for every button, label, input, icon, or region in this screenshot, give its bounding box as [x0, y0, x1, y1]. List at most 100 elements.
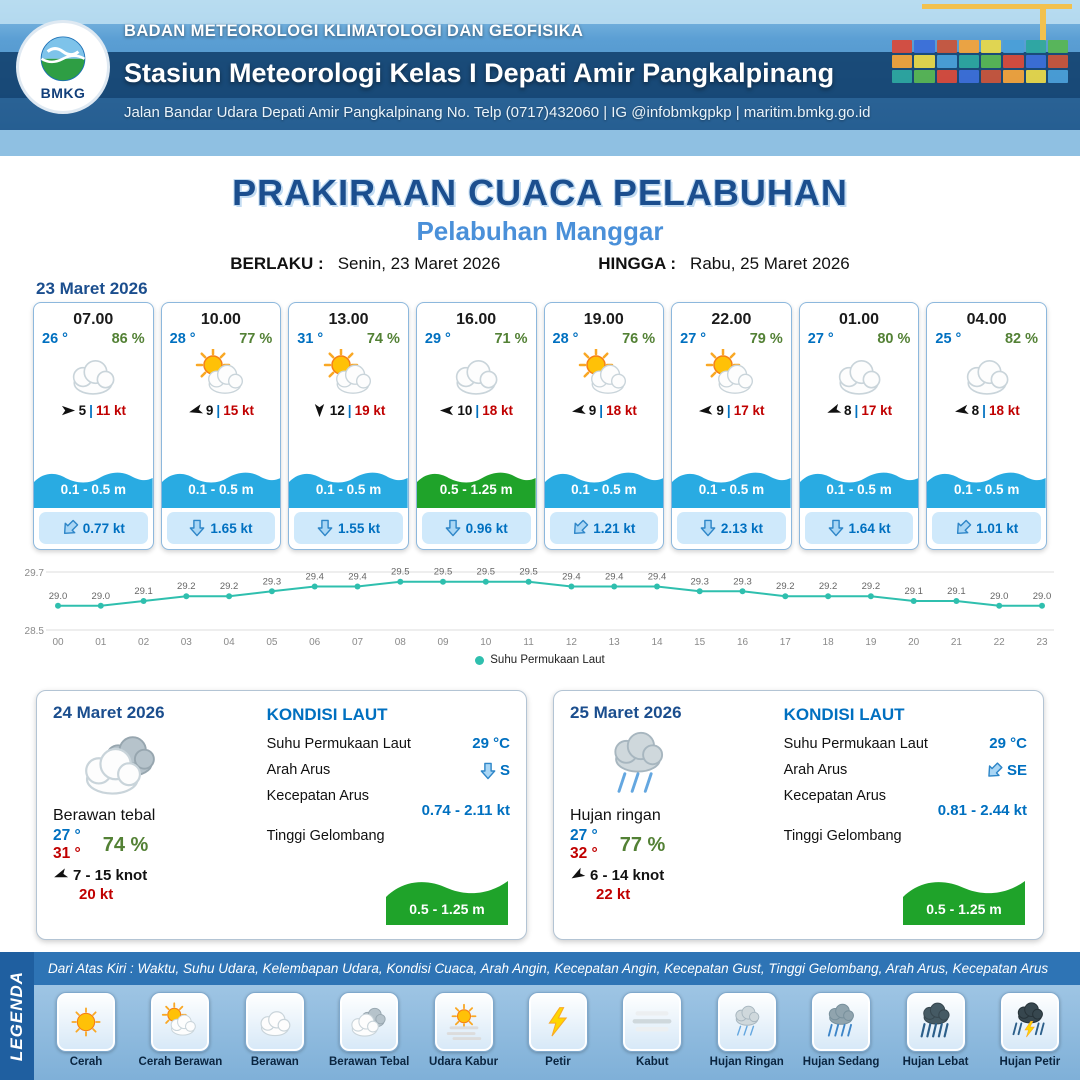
weather-icon [443, 349, 509, 401]
svg-text:29.2: 29.2 [776, 581, 795, 592]
air-temperature: 28 ° [169, 331, 196, 347]
svg-text:19: 19 [865, 637, 877, 648]
current-row: 0.96 kt [421, 512, 531, 544]
weather-icon [316, 347, 382, 401]
svg-text:28.5: 28.5 [25, 626, 45, 637]
svg-text:29.5: 29.5 [519, 567, 538, 578]
wind-row: 12 | 19 kt [312, 403, 385, 418]
svg-text:13: 13 [609, 637, 621, 648]
sst-label: Suhu Permukaan Laut [266, 735, 411, 752]
current-direction-icon [700, 519, 716, 537]
wave-height-band: 0.1 - 0.5 m [799, 466, 919, 508]
sea-condition-title: KONDISI LAUT [783, 705, 905, 724]
wave-height-band: 0.1 - 0.5 m [927, 466, 1046, 508]
hingga-value: Rabu, 25 Maret 2026 [690, 254, 850, 273]
forecast-time: 01.00 [839, 311, 880, 328]
svg-text:29.2: 29.2 [819, 581, 838, 592]
svg-text:29.4: 29.4 [648, 572, 667, 583]
cerah-icon [63, 1002, 109, 1042]
current-row: 1.21 kt [549, 512, 659, 544]
current-speed: 1.65 kt [210, 520, 253, 536]
current-row: 1.64 kt [804, 512, 914, 544]
current-speed: 1.64 kt [848, 520, 891, 536]
berawan-tebal-icon [346, 1002, 392, 1042]
current-direction-icon [480, 761, 496, 780]
wind-speed: 9 [205, 403, 214, 418]
temp-max: 32 ° [570, 845, 598, 862]
legend-item-label: Berawan [250, 1056, 299, 1068]
berlaku-value: Senin, 23 Maret 2026 [337, 254, 501, 273]
legend-item-label: Hujan Petir [999, 1056, 1061, 1068]
wave-height: 0.1 - 0.5 m [60, 482, 126, 497]
wind-gust: 18 kt [988, 403, 1020, 418]
wave-height-value: 0.5 - 1.25 m [926, 901, 1002, 917]
legend-item: Hujan Ringan [701, 992, 793, 1080]
crane-icon [922, 4, 1072, 9]
svg-text:29.1: 29.1 [904, 586, 923, 597]
wave-height: 0.5 - 1.25 m [439, 482, 513, 497]
wind-direction-icon [312, 403, 327, 418]
wind-direction-icon [952, 402, 969, 419]
humidity: 74 % [102, 833, 149, 856]
temp-min: 27 ° [570, 827, 598, 844]
legend-item: Hujan Lebat [890, 992, 982, 1080]
day-card: 25 Maret 2026 Hujan ringan 27 ° 32 ° 77 … [553, 690, 1044, 940]
wave-height: 0.1 - 0.5 m [315, 482, 382, 497]
wave-height-band: 0.1 - 0.5 m [161, 466, 281, 508]
wind-range: 6 - 14 knot [590, 867, 665, 884]
svg-text:04: 04 [224, 637, 236, 648]
legend-item: Petir [512, 992, 604, 1080]
legend-item-label: Berawan Tebal [329, 1056, 410, 1068]
current-direction-icon [317, 519, 333, 537]
forecast-card: 13.00 31 ° 74 % 12 | 19 kt 0.1 - 0.5 m 1… [288, 302, 409, 550]
svg-text:29.1: 29.1 [947, 586, 966, 597]
current-row: 1.55 kt [294, 512, 403, 544]
svg-text:14: 14 [651, 637, 663, 648]
legend-item: Kabut [606, 992, 698, 1080]
wind-row: 9 | 15 kt [188, 403, 254, 418]
weather-icon [571, 347, 637, 401]
svg-text:29.0: 29.0 [49, 591, 68, 602]
legend-item: Udara Kabur [418, 992, 510, 1080]
svg-text:29.3: 29.3 [690, 576, 709, 587]
svg-text:15: 15 [694, 637, 706, 648]
wind-speed: 9 [588, 403, 597, 418]
svg-text:29.5: 29.5 [434, 567, 453, 578]
temp-max: 31 ° [53, 845, 81, 862]
sst-label: Suhu Permukaan Laut [783, 735, 928, 752]
wave-height-badge: 0.5 - 1.25 m [902, 871, 1025, 925]
current-row: 0.77 kt [39, 512, 148, 544]
wave-height-badge: 0.5 - 1.25 m [385, 871, 508, 925]
wind-direction-icon [186, 401, 204, 419]
current-speed-value: 0.81 - 2.44 kt [937, 802, 1027, 819]
port-name: Pelabuhan Manggar [416, 216, 664, 246]
legend-item: Hujan Petir [984, 992, 1076, 1080]
wave-height-band: 0.1 - 0.5 m [672, 466, 791, 508]
forecast-card: 07.00 26 ° 86 % 5 | 11 kt 0.1 - 0.5 m 0.… [33, 302, 154, 550]
container-stack-illustration [892, 40, 1068, 83]
day-date: 25 Maret 2026 [570, 703, 682, 722]
svg-text:29.4: 29.4 [348, 572, 367, 583]
crane-icon [1040, 4, 1046, 52]
legend-item-label: Cerah Berawan [138, 1056, 223, 1068]
svg-text:29.0: 29.0 [990, 591, 1009, 602]
wind-direction-icon [439, 403, 454, 418]
wind-gust: 18 kt [606, 403, 637, 418]
air-temperature: 25 ° [935, 331, 962, 347]
svg-text:29.5: 29.5 [477, 567, 496, 578]
temp-min: 27 ° [53, 827, 81, 844]
sst-value: 29 °C [472, 735, 510, 752]
forecast-time: 22.00 [711, 311, 752, 328]
validity-row: BERLAKU : Senin, 23 Maret 2026 HINGGA : … [0, 254, 1080, 274]
wind-direction-icon [570, 402, 587, 419]
legend-title-sash: LEGENDA [0, 952, 34, 1080]
weather-condition: Hujan ringan [570, 807, 661, 824]
legend-section: Dari Atas Kiri : Waktu, Suhu Udara, Kele… [0, 952, 1080, 1080]
wind-speed: 12 [329, 403, 345, 418]
legend-item-label: Hujan Sedang [802, 1056, 880, 1068]
wind-gust: 17 kt [733, 403, 765, 418]
air-temperature: 28 ° [552, 331, 579, 347]
svg-text:22: 22 [994, 637, 1006, 648]
svg-text:29.2: 29.2 [177, 581, 196, 592]
current-direction-value: SE [1006, 761, 1027, 779]
